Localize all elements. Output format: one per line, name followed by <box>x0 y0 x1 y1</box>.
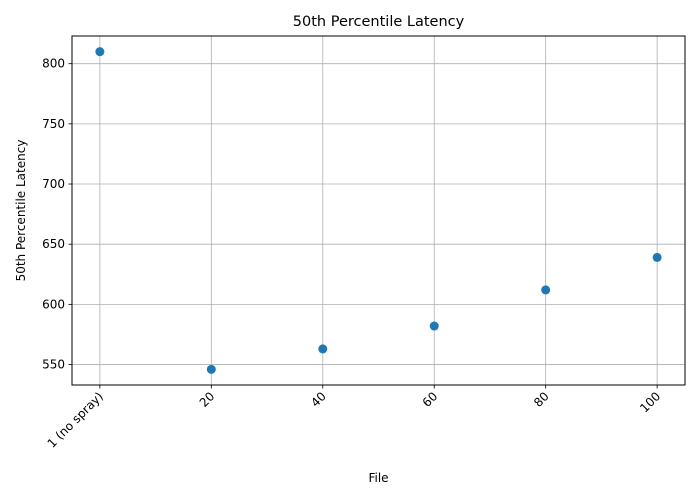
y-tick-label: 750 <box>42 117 65 131</box>
data-point <box>429 321 439 331</box>
plot-frame <box>71 35 686 386</box>
data-points <box>95 47 662 374</box>
x-axis-label: File <box>368 471 388 485</box>
chart-title: 50th Percentile Latency <box>293 14 465 30</box>
y-tick-label: 800 <box>42 57 65 71</box>
y-tick-label: 550 <box>42 358 65 372</box>
data-point <box>95 47 105 57</box>
data-point <box>541 285 551 295</box>
y-axis-label: 50th Percentile Latency <box>14 140 28 282</box>
y-tick-label: 700 <box>42 177 65 191</box>
y-tick-label: 650 <box>42 237 65 251</box>
data-point <box>318 344 328 354</box>
data-point <box>652 252 662 262</box>
y-tick-label: 600 <box>42 297 65 311</box>
data-point <box>206 364 216 374</box>
grid-lines <box>72 36 685 385</box>
